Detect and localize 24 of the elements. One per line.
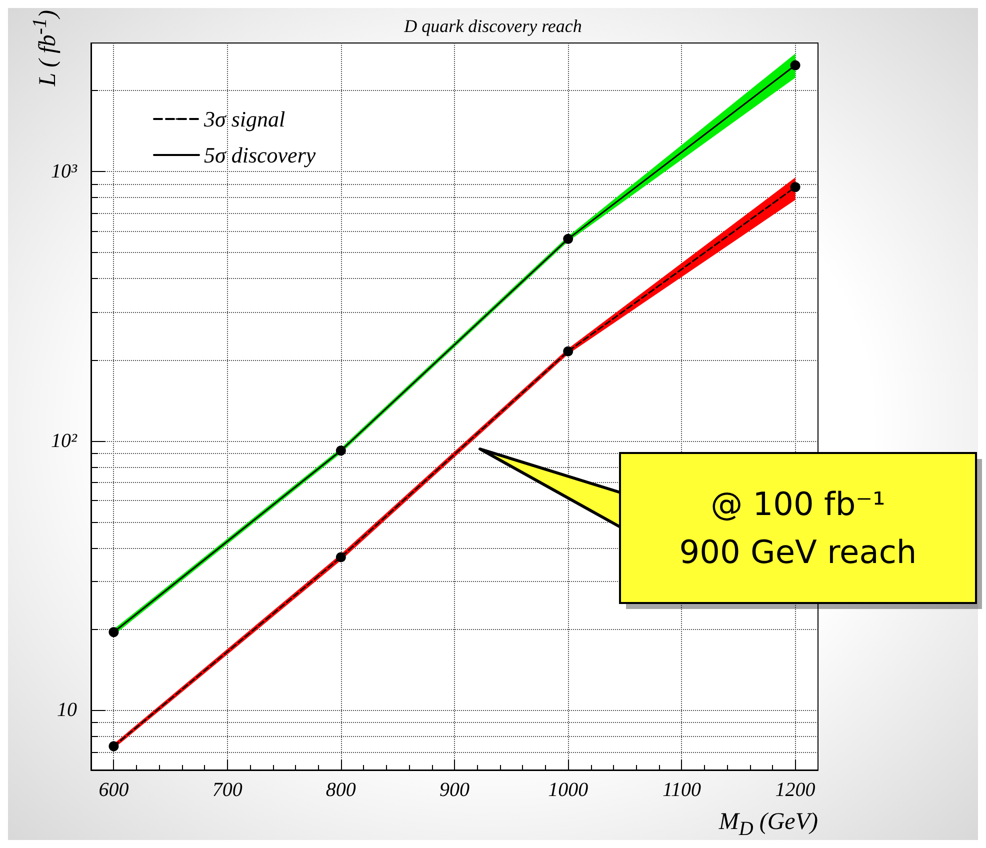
point [790, 182, 800, 192]
x-axis-title: M$_{D}$ (GeV) [718, 809, 818, 840]
point [108, 741, 119, 752]
point [108, 627, 119, 638]
y-tick-label: 10³ [51, 160, 78, 183]
point [336, 552, 346, 562]
x-tick-label: 800 [326, 779, 356, 801]
x-tick-label: 1200 [775, 779, 816, 801]
point [563, 346, 574, 356]
y-tick-label: 10 [57, 699, 77, 722]
x-tick-label: 600 [98, 779, 129, 801]
x-tick-label: 1000 [548, 779, 588, 801]
legend-label: 5σ discovery [204, 142, 316, 168]
point [336, 446, 346, 456]
chart-title: D quark discovery reach [403, 16, 582, 36]
legend-label: 3σ signal [203, 106, 286, 132]
x-tick-label: 700 [212, 779, 242, 801]
y-tick-label: 10² [51, 430, 78, 452]
point [563, 234, 574, 244]
speech-callout: @ 100 fb⁻¹ 900 GeV reach [478, 447, 982, 609]
x-tick-label: 1100 [662, 779, 701, 801]
annotation: @ 100 fb⁻¹ 900 GeV reach [620, 453, 976, 603]
point [790, 60, 800, 70]
x-tick-label: 900 [440, 779, 470, 801]
